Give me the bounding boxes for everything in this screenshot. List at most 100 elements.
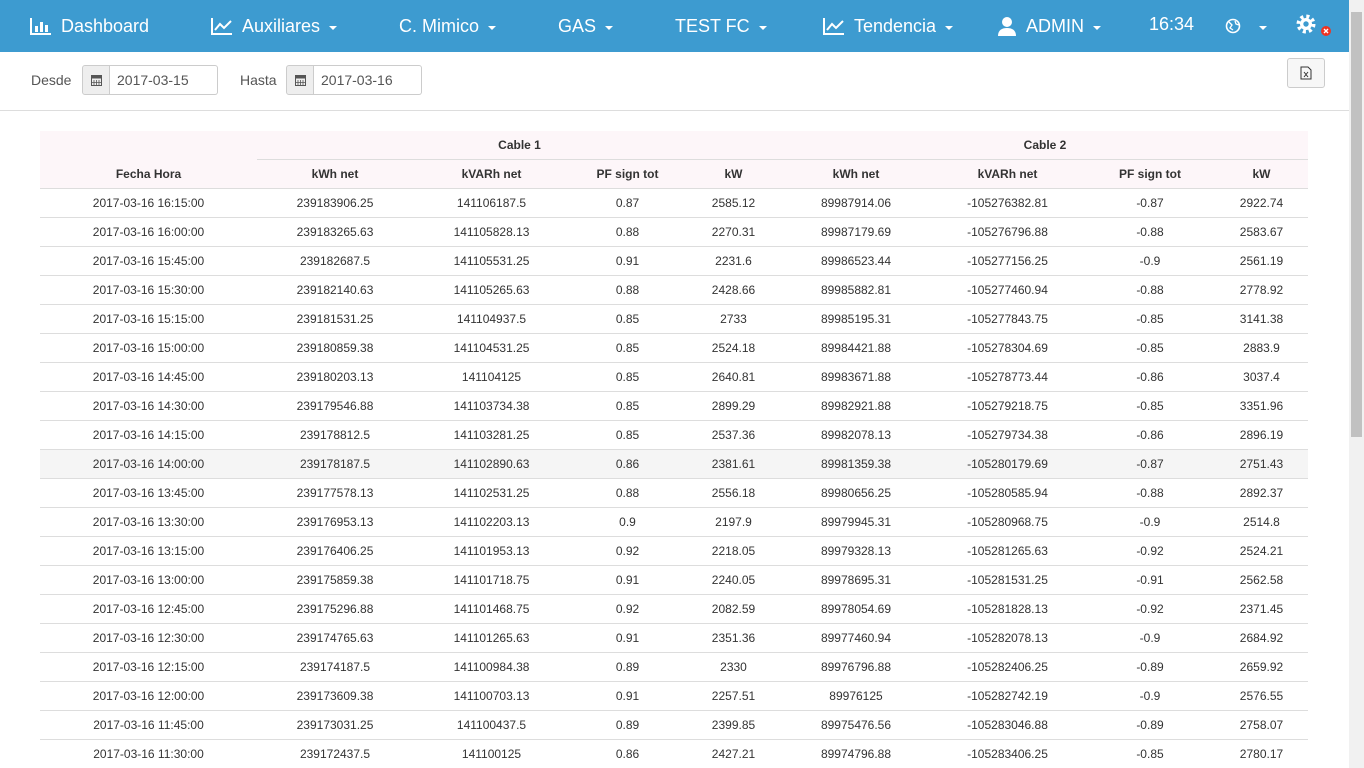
table-row: 2017-03-16 16:15:00 239183906.25 141106187… [40,188,1308,218]
value-cell: 3037.4 [1215,362,1308,392]
table-row: 2017-03-16 13:00:00 239175859.38 141101718… [40,565,1308,595]
value-cell: -105276382.81 [930,188,1085,218]
value-cell: -105279734.38 [930,420,1085,450]
clock: 16:34 [1149,0,1194,50]
value-cell: 239176953.13 [257,507,413,537]
nav-label: ADMIN [1026,15,1084,36]
value-cell: -105277460.94 [930,275,1085,305]
timestamp-cell: 2017-03-16 12:45:00 [40,594,257,624]
value-cell: 89978054.69 [782,594,930,624]
value-cell: 89974796.88 [782,739,930,768]
value-cell: 141101953.13 [413,536,570,566]
value-cell: 89975476.56 [782,710,930,740]
group-row: Fecha Hora Cable 1 Cable 2 [40,131,1308,189]
nav-test-fc[interactable]: TEST FC [675,0,767,52]
value-cell: 141104937.5 [413,304,570,334]
value-cell: 0.86 [570,739,685,768]
timestamp-cell: 2017-03-16 16:00:00 [40,217,257,247]
date-input[interactable]: 2017-03-15 [110,65,218,95]
nav-tendencia[interactable]: Tendencia [823,0,954,52]
calendar-addon [286,65,314,95]
value-cell: 89976125 [782,681,930,711]
value-cell: 89983671.88 [782,362,930,392]
value-cell: -105283406.25 [930,739,1085,768]
value-cell: 2780.17 [1215,739,1308,768]
time: 16:34 [1149,13,1195,34]
value-cell: -0.92 [1085,536,1215,566]
value-cell: 2556.18 [685,478,782,508]
value-cell: -0.85 [1085,333,1215,363]
value-cell: 0.89 [570,652,685,682]
table-row: 2017-03-16 14:15:00 239178812.5 141103281.… [40,420,1308,450]
value-cell: 2561.19 [1215,246,1308,276]
value-cell: 2257.51 [685,681,782,711]
export-button[interactable] [1287,58,1325,88]
table-row: 2017-03-16 14:45:00 239180203.13 141104125… [40,362,1308,392]
value-cell: 141105828.13 [413,217,570,247]
value-cell: 141101468.75 [413,594,570,624]
column-header: kWh net [257,159,413,189]
value-cell: -0.88 [1085,217,1215,247]
value-cell: -105276796.88 [930,217,1085,247]
value-cell: 239173609.38 [257,681,413,711]
nav-c-mimico[interactable]: C. Mimico [399,0,496,52]
value-cell: -0.88 [1085,478,1215,508]
value-cell: 2537.36 [685,420,782,450]
settings[interactable] [1295,0,1340,52]
value-cell: 2640.81 [685,362,782,392]
value-cell: 89976796.88 [782,652,930,682]
value-cell: 0.85 [570,333,685,363]
value-cell: 89987179.69 [782,217,930,247]
value-cell: 141101718.75 [413,565,570,595]
table-head: Fecha Hora Cable 1 Cable 2 kWh net kVARh … [40,131,1308,189]
value-cell: 2371.45 [1215,594,1308,624]
value-cell: 239175859.38 [257,565,413,595]
value-cell: 239180203.13 [257,362,413,392]
scrollbar[interactable] [1349,0,1364,768]
value-cell: 2240.05 [685,565,782,595]
nav-admin[interactable]: ADMIN [997,0,1101,52]
timestamp-cell: 2017-03-16 14:00:00 [40,449,257,479]
caret [605,25,614,30]
gear-icon [1296,14,1331,36]
value-cell: -105277843.75 [930,304,1085,334]
timestamp-cell: 2017-03-16 12:30:00 [40,623,257,653]
value-cell: -0.9 [1085,507,1215,537]
scroll-thumb[interactable] [1351,12,1362,437]
column-header: kWh net [782,159,930,189]
value-cell: 0.85 [570,391,685,421]
value-cell: -105283046.88 [930,710,1085,740]
value-cell: 0.91 [570,246,685,276]
value-cell: 141100984.38 [413,652,570,682]
date-picker[interactable]: 2017-03-16 [286,65,422,95]
value-cell: 141100125 [413,739,570,768]
value-cell: -105278304.69 [930,333,1085,363]
value-cell: 239183906.25 [257,188,413,218]
value-cell: -105282406.25 [930,652,1085,682]
value-cell: 0.91 [570,565,685,595]
date-picker[interactable]: 2017-03-15 [82,65,218,95]
value-cell: 89985195.31 [782,304,930,334]
nav-auxiliares[interactable]: Auxiliares [211,0,338,52]
value-cell: 239182140.63 [257,275,413,305]
value-cell: -0.87 [1085,188,1215,218]
value-cell: 141103734.38 [413,391,570,421]
value-cell: 89979945.31 [782,507,930,537]
language-menu[interactable] [1225,0,1267,52]
value-cell: -0.91 [1085,565,1215,595]
value-cell: 89979328.13 [782,536,930,566]
table-row: 2017-03-16 16:00:00 239183265.63 141105828… [40,217,1308,247]
nav-gas[interactable]: GAS [558,0,614,52]
value-cell: 2231.6 [685,246,782,276]
value-cell: 89978695.31 [782,565,930,595]
nav-label: GAS [558,15,597,36]
value-cell: 89980656.25 [782,478,930,508]
caret [1093,25,1101,30]
column-header: kW [1215,159,1308,189]
date-input[interactable]: 2017-03-16 [314,65,422,95]
value-cell: 2270.31 [685,217,782,247]
table-row: 2017-03-16 15:15:00 239181531.25 141104937… [40,304,1308,334]
timestamp-cell: 2017-03-16 12:15:00 [40,652,257,682]
nav-dashboard[interactable]: Dashboard [30,0,149,52]
value-cell: 239183265.63 [257,217,413,247]
